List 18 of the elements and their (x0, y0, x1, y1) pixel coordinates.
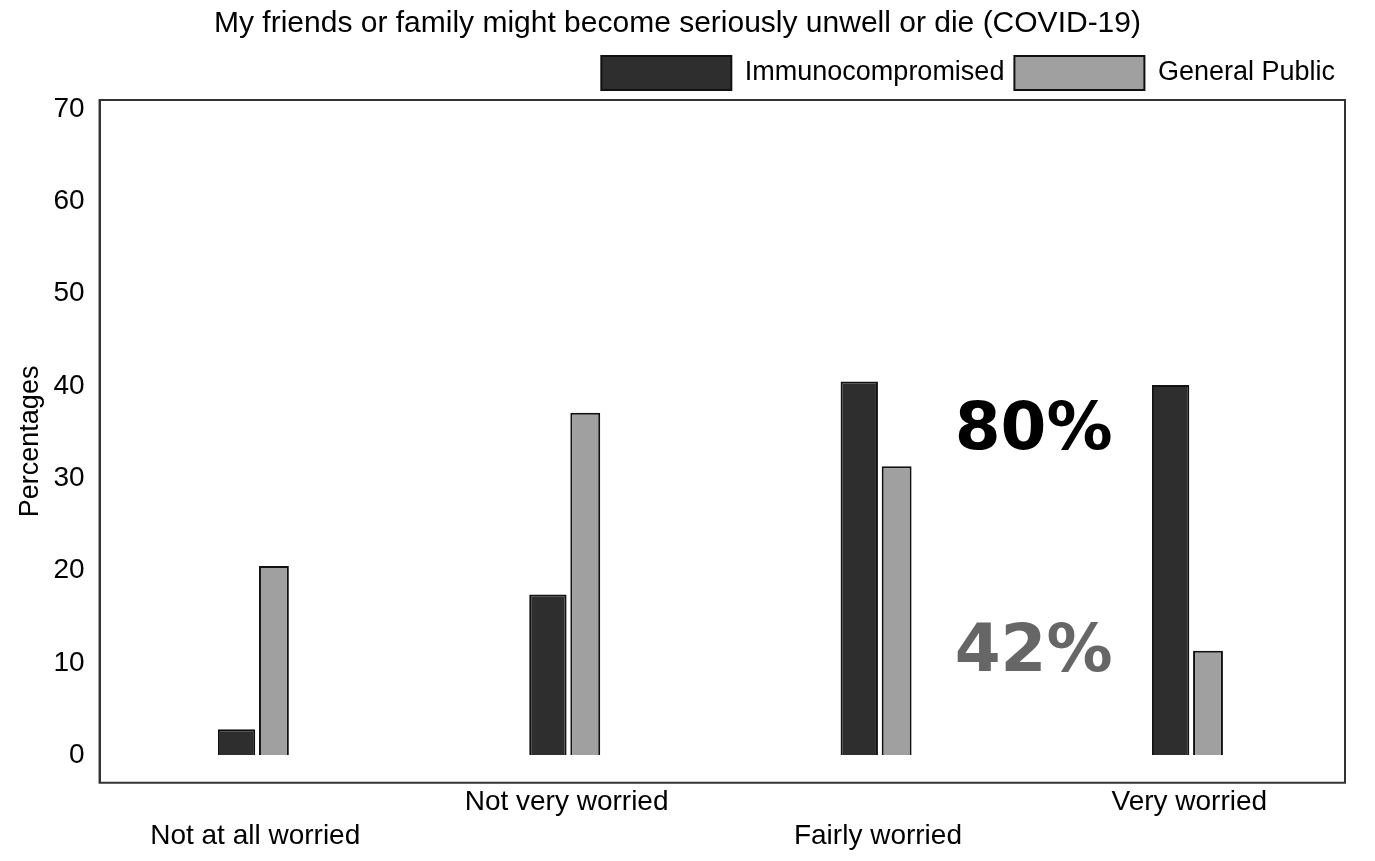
annotation: 42% (954, 609, 1113, 687)
legend-label: General Public (1157, 56, 1336, 87)
x-tick-label: Fairly worried (793, 818, 962, 850)
x-tick-label: Not very worried (464, 785, 669, 817)
y-tick-label: 30 (53, 461, 85, 493)
y-tick-label: 70 (53, 91, 85, 123)
y-tick-label: 50 (53, 276, 85, 308)
y-tick-label: 60 (53, 184, 85, 216)
x-tick-label: Not at all worried (150, 818, 361, 850)
y-tick-label: 40 (53, 368, 85, 400)
x-tick-label: Very worried (1111, 785, 1268, 817)
y-tick-label: 10 (53, 645, 85, 677)
legend-label: Immunocompromised (744, 56, 1005, 87)
y-axis-title: Percentages (13, 365, 44, 518)
y-tick-label: 0 (68, 737, 85, 769)
annotation: 80% (954, 388, 1113, 466)
chart-title: My friends or family might become seriously unwell or die (COVID-19) (214, 5, 1141, 39)
y-tick-label: 20 (53, 553, 85, 585)
